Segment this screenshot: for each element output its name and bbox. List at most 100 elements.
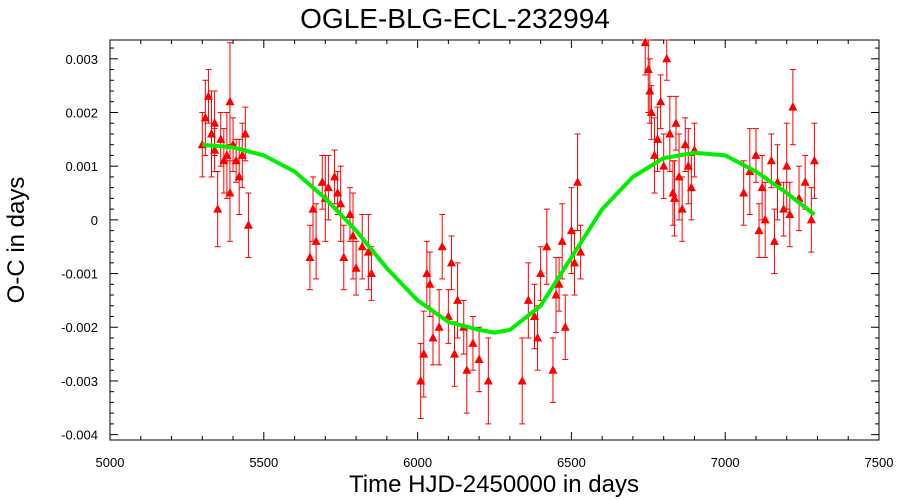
data-point <box>336 198 346 208</box>
data-point <box>785 209 795 218</box>
data-point <box>686 182 696 192</box>
data-point <box>656 96 666 106</box>
data-point <box>219 155 229 165</box>
y-tick-label: 0.001 <box>65 159 98 174</box>
plot-frame <box>109 39 880 441</box>
data-point <box>311 236 321 245</box>
data-point <box>203 91 213 100</box>
x-tick-label: 6000 <box>403 455 432 470</box>
data-point <box>665 128 675 138</box>
y-axis-label: O-C in days <box>3 177 30 304</box>
data-point <box>640 37 650 47</box>
data-point <box>653 134 663 143</box>
data-points <box>197 37 819 385</box>
data-point <box>416 375 426 385</box>
data-point <box>446 257 456 267</box>
y-tick-label: 0.002 <box>65 105 98 120</box>
data-point <box>782 161 792 170</box>
data-point <box>323 182 333 192</box>
data-point <box>240 128 250 138</box>
data-point <box>739 188 749 197</box>
chart-title: OGLE-BLG-ECL-232994 <box>300 3 610 34</box>
data-point <box>213 204 223 213</box>
data-point <box>551 290 561 299</box>
data-point <box>357 241 367 251</box>
x-tick-label: 5500 <box>249 455 278 470</box>
data-point <box>366 268 376 278</box>
data-point <box>425 279 435 288</box>
y-tick-label: 0 <box>91 213 98 228</box>
data-point <box>788 102 798 111</box>
data-point <box>210 145 220 154</box>
data-point <box>800 177 810 186</box>
data-point <box>745 166 755 176</box>
data-point <box>305 252 315 261</box>
data-point <box>557 236 567 245</box>
data-point <box>680 139 690 149</box>
data-point <box>225 96 235 106</box>
data-point <box>769 236 779 245</box>
data-point <box>462 365 472 374</box>
y-tick-label: -0.002 <box>61 320 98 335</box>
data-point <box>363 247 373 256</box>
data-point <box>339 252 349 261</box>
data-point <box>529 311 539 321</box>
data-point <box>419 349 429 358</box>
data-point <box>351 263 361 272</box>
data-point <box>225 188 235 197</box>
y-axis: 0.003 0.002 0.001 0 -0.001 -0.002 -0.003 -0.004 <box>61 47 879 443</box>
data-point <box>437 241 447 251</box>
data-point <box>646 107 656 116</box>
data-point <box>216 134 226 143</box>
data-point <box>671 118 681 127</box>
data-point <box>677 204 687 213</box>
data-point <box>333 188 343 197</box>
data-point <box>234 171 244 181</box>
data-point <box>200 112 210 122</box>
data-point <box>806 214 816 224</box>
data-point <box>422 268 432 278</box>
data-point <box>453 295 463 304</box>
data-point <box>317 177 327 186</box>
data-point <box>536 268 546 278</box>
data-point <box>751 150 761 159</box>
data-point <box>643 64 653 74</box>
data-point <box>222 150 232 159</box>
data-point <box>573 177 583 186</box>
y-tick-label: -0.001 <box>61 267 98 282</box>
data-point <box>474 354 484 363</box>
data-point <box>483 375 493 385</box>
data-point <box>554 279 564 288</box>
data-point <box>548 365 558 374</box>
data-point <box>237 150 247 159</box>
data-point <box>434 322 444 331</box>
data-point <box>207 128 217 138</box>
x-tick-label: 7500 <box>865 455 894 470</box>
data-point <box>210 118 220 127</box>
data-point <box>760 214 770 224</box>
data-point <box>569 257 579 267</box>
data-point <box>428 332 438 342</box>
data-point <box>330 171 340 181</box>
x-tick-label: 7000 <box>711 455 740 470</box>
data-point <box>668 188 678 197</box>
data-point <box>766 155 776 165</box>
error-bars <box>199 39 818 425</box>
fit-curve <box>202 142 816 335</box>
data-point <box>779 204 789 213</box>
data-point <box>754 225 764 235</box>
x-axis-label: Time HJD-2450000 in days <box>349 471 639 498</box>
data-point <box>231 155 241 165</box>
y-tick-label: 0.003 <box>65 52 98 67</box>
data-point <box>345 209 355 218</box>
y-tick-label: -0.003 <box>61 374 98 389</box>
data-point <box>669 193 679 202</box>
data-point <box>566 225 576 235</box>
x-tick-label: 5000 <box>96 455 125 470</box>
data-point <box>450 349 460 358</box>
y-tick-label: -0.004 <box>61 428 98 443</box>
data-point <box>649 150 659 159</box>
data-point <box>533 332 543 342</box>
data-point <box>517 375 527 385</box>
